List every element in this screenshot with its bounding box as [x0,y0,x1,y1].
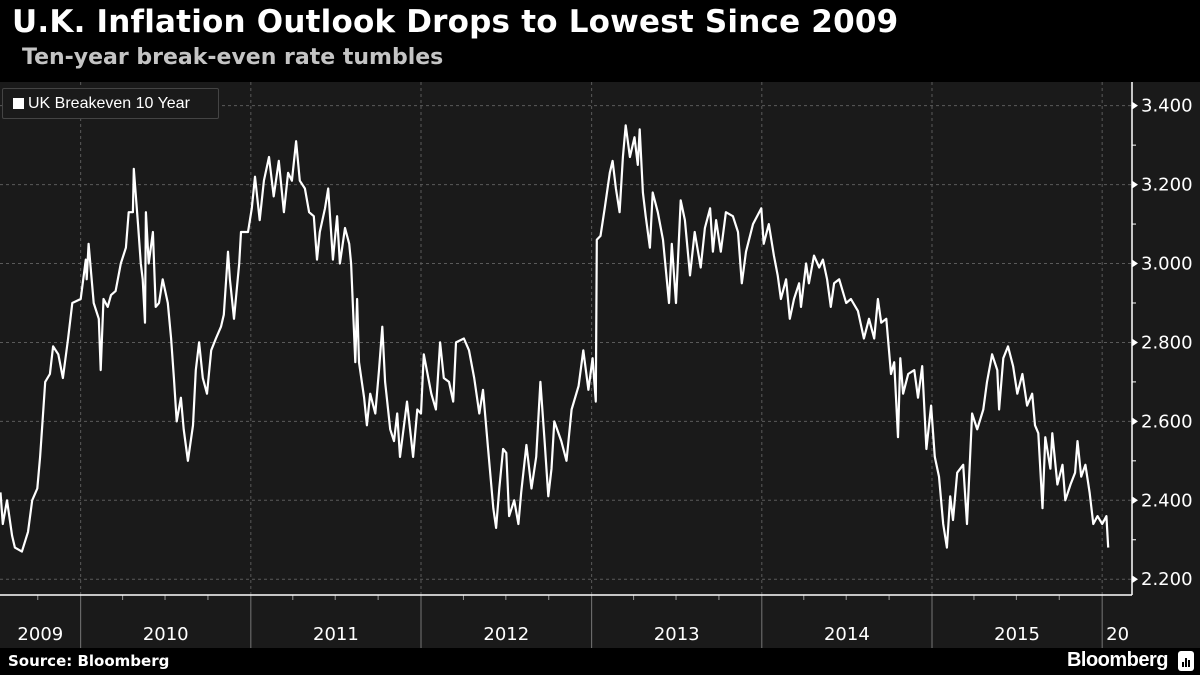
plot-background [0,82,1200,648]
y-tick [1132,338,1138,347]
legend-label: UK Breakeven 10 Year [28,94,190,112]
y-tick-label: 2.400 [1141,490,1193,511]
y-tick [1132,417,1138,426]
y-tick [1132,101,1138,110]
x-tick-label: 2015 [994,624,1040,645]
y-tick-label: 2.200 [1141,569,1193,590]
y-tick-label: 3.200 [1141,175,1193,196]
legend-swatch [13,98,24,109]
y-tick [1132,180,1138,189]
chart-subtitle: Ten-year break-even rate tumbles [22,45,444,70]
x-tick-label: 2011 [313,624,359,645]
x-tick-label: 2010 [143,624,189,645]
y-tick [1132,575,1138,584]
bloomberg-logo: Bloomberg [1066,649,1169,671]
bloomberg-terminal-icon [1178,651,1194,671]
y-tick-label: 2.800 [1141,332,1193,353]
x-tick-label: 2014 [824,624,870,645]
y-tick [1132,259,1138,268]
series-line [0,124,1110,553]
source-note: Source: Bloomberg [8,652,170,670]
y-tick-label: 3.000 [1141,254,1193,275]
y-tick-label: 2.600 [1141,411,1193,432]
footer: Source: Bloomberg Bloomberg [0,648,1200,675]
x-tick-label: 2012 [483,624,529,645]
legend: UK Breakeven 10 Year [2,88,219,119]
chart-title: U.K. Inflation Outlook Drops to Lowest S… [12,4,899,40]
y-tick [1132,496,1138,505]
x-tick-label: 2013 [654,624,700,645]
x-tick-label: 2009 [17,624,63,645]
y-tick-label: 3.400 [1141,96,1193,117]
x-tick-label: 20 [1106,624,1129,645]
